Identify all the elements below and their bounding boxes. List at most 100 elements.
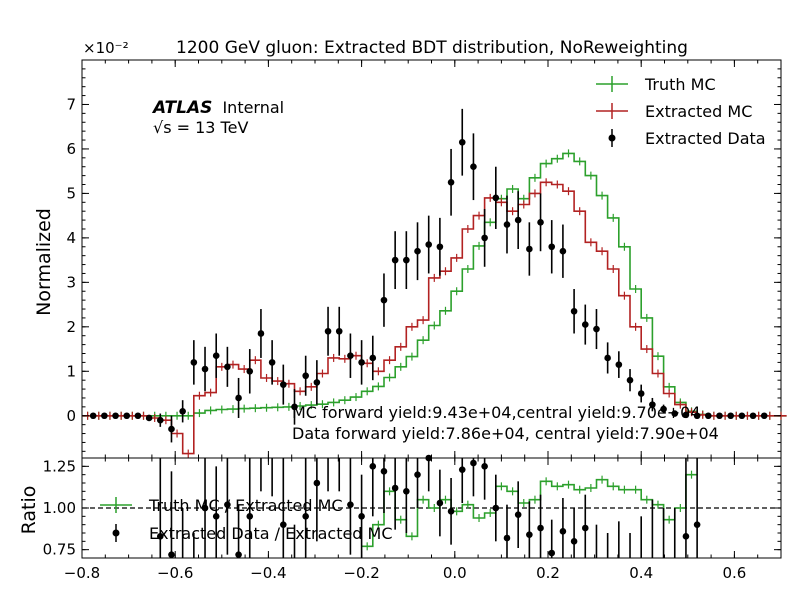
extracted-data-marker bbox=[559, 247, 567, 255]
data-ratio-point-27 bbox=[458, 458, 466, 503]
extracted-data-marker bbox=[101, 412, 108, 420]
extracted-data-marker bbox=[727, 412, 734, 420]
extracted-data-point-40 bbox=[537, 193, 544, 252]
main-panel: 1200 GeV gluon: Extracted BDT distributi… bbox=[33, 38, 787, 459]
extracted-data-marker bbox=[716, 412, 723, 420]
extracted-data-marker bbox=[280, 381, 287, 388]
extracted-data-point-52 bbox=[671, 410, 679, 417]
data-ratio-marker bbox=[548, 549, 556, 557]
data-ratio-marker bbox=[470, 459, 477, 467]
data-ratio-point-48 bbox=[693, 458, 701, 558]
xtick-label-7: 0.6 bbox=[722, 564, 746, 582]
main-y-ticks: 0 1 2 3 4 5 6 7 bbox=[66, 68, 781, 452]
data-ratio-marker bbox=[682, 533, 690, 540]
data-ratio-marker bbox=[369, 463, 377, 470]
data-ratio-marker bbox=[391, 484, 399, 492]
extracted-data-point-55 bbox=[705, 412, 712, 420]
extracted-data-marker bbox=[693, 412, 701, 420]
extracted-data-point-16 bbox=[268, 340, 276, 385]
legend-item-extracted-data: Extracted Data bbox=[608, 129, 766, 148]
extracted-data-point-18 bbox=[291, 389, 298, 425]
ratio-panel: Ratio 0.751.001.25 −0.8 −0.6 −0.4 −0.2 0.0 0.… bbox=[18, 454, 782, 582]
ratio-x-ticks: −0.8 −0.6 −0.4 −0.2 0.0 0.2 0.4 0.6 bbox=[64, 458, 782, 582]
extracted-data-point-45 bbox=[593, 309, 600, 350]
extracted-data-point-30 bbox=[425, 215, 433, 274]
energy-label: √s = 13 TeV bbox=[153, 118, 248, 137]
legend-marker-extracted-data bbox=[608, 134, 616, 142]
data-ratio-marker bbox=[212, 513, 220, 520]
data-ratio-marker bbox=[302, 513, 309, 520]
data-ratio-marker bbox=[526, 531, 533, 538]
extracted-data-point-42 bbox=[559, 224, 567, 278]
data-ratio-marker bbox=[224, 501, 231, 508]
data-ratio-point-13 bbox=[302, 458, 309, 558]
extracted-data-marker bbox=[581, 321, 589, 328]
extracted-data-point-60 bbox=[760, 412, 768, 420]
xtick-label-4: 0.0 bbox=[443, 564, 467, 582]
extracted-data-marker bbox=[548, 243, 556, 251]
extracted-data-point-20 bbox=[313, 360, 321, 405]
extracted-data-point-32 bbox=[447, 148, 455, 216]
extracted-data-marker bbox=[134, 412, 142, 420]
extracted-data-marker bbox=[470, 163, 477, 171]
legend-item-data-ratio: Extracted Data / Extracted MC bbox=[112, 524, 393, 543]
data-ratio-point-11 bbox=[280, 458, 287, 558]
xtick-label-2: −0.4 bbox=[250, 564, 286, 582]
extracted-data-point-47 bbox=[615, 351, 623, 378]
truth-mc-step bbox=[82, 152, 787, 417]
extracted-data-point-19 bbox=[302, 355, 309, 396]
ratio-plot-area: 0.75 1.00 1.25 −0.8 −0.6 −0.4 −0.2 0.0 0.2 0.4 0.… bbox=[43, 454, 782, 582]
extracted-data-point-44 bbox=[581, 304, 589, 345]
extracted-data-point-25 bbox=[369, 335, 377, 381]
extracted-data-marker bbox=[660, 405, 667, 413]
extracted-data-point-41 bbox=[548, 220, 556, 274]
extracted-data-point-50 bbox=[649, 397, 656, 412]
extracted-data-point-5 bbox=[145, 414, 153, 422]
main-ytick-label-3: 3 bbox=[66, 273, 76, 291]
extracted-data-marker bbox=[414, 247, 421, 255]
data-ratio-marker bbox=[425, 454, 433, 462]
data-ratio-marker bbox=[514, 511, 522, 518]
extracted-data-point-4 bbox=[134, 412, 142, 420]
extracted-data-point-39 bbox=[526, 222, 533, 276]
extracted-data-marker bbox=[570, 307, 578, 315]
extracted-data-marker bbox=[503, 221, 511, 228]
atlas-experiment: ATLAS bbox=[151, 98, 212, 118]
extracted-data-marker bbox=[649, 401, 656, 408]
extracted-data-point-29 bbox=[414, 222, 421, 281]
xtick-label-6: 0.4 bbox=[629, 564, 653, 582]
extracted-data-point-9 bbox=[190, 340, 198, 385]
data-ratio-point-21 bbox=[391, 458, 399, 530]
extracted-data-point-22 bbox=[335, 306, 343, 356]
mc-yield-annotation: MC forward yield:9.43e+04,central yield:… bbox=[292, 403, 701, 422]
main-ytick-label-4: 4 bbox=[66, 229, 76, 247]
data-ratio-marker bbox=[201, 504, 209, 512]
data-ratio-marker bbox=[581, 524, 589, 532]
data-ratio-point-29 bbox=[481, 458, 488, 500]
extracted-data-marker bbox=[425, 241, 433, 248]
extracted-data-marker bbox=[671, 410, 679, 417]
data-ratio-marker bbox=[559, 528, 567, 535]
extracted-data-marker bbox=[403, 256, 410, 264]
extracted-data-marker bbox=[626, 376, 634, 384]
data-ratio-marker bbox=[156, 533, 164, 540]
main-ytick-label-5: 5 bbox=[66, 184, 76, 202]
extracted-data-marker bbox=[224, 363, 231, 371]
extracted-data-point-15 bbox=[257, 309, 265, 358]
extracted-data-marker bbox=[358, 359, 365, 366]
extracted-data-point-28 bbox=[403, 231, 410, 290]
extracted-data-point-59 bbox=[749, 412, 757, 420]
chart-title: 1200 GeV gluon: Extracted BDT distributi… bbox=[176, 38, 688, 58]
ratio-y-ticks: 0.75 1.00 1.25 bbox=[43, 457, 781, 559]
ratio-series-group bbox=[82, 454, 781, 558]
data-ratio-marker bbox=[447, 508, 455, 515]
extracted-data-marker bbox=[436, 243, 444, 251]
extracted-data-marker bbox=[637, 390, 645, 397]
main-ytick-label-0: 0 bbox=[66, 407, 76, 425]
legend-item-extracted-mc: Extracted MC bbox=[596, 102, 752, 121]
data-ratio-marker bbox=[492, 504, 500, 512]
extracted-data-point-27 bbox=[391, 231, 399, 290]
extracted-data-marker bbox=[235, 394, 242, 402]
xtick-label-3: −0.2 bbox=[343, 564, 379, 582]
extracted-data-point-38 bbox=[514, 191, 522, 249]
